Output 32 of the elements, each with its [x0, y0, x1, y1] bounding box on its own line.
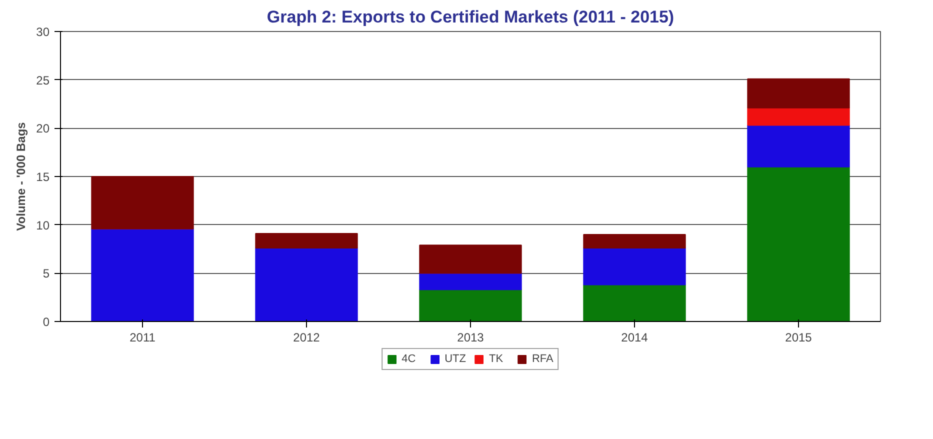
- legend-label: 4C: [402, 353, 417, 365]
- y-tick-label: 10: [36, 218, 50, 232]
- bar: [419, 272, 522, 290]
- bar: [747, 107, 850, 126]
- y-tick-label: 30: [36, 25, 50, 39]
- x-tick-label: 2015: [785, 330, 812, 344]
- bar: [747, 78, 850, 108]
- y-tick-label: 0: [42, 315, 50, 329]
- y-tick-label: 20: [36, 122, 50, 136]
- bar: [255, 233, 358, 249]
- legend-label: UTZ: [444, 353, 466, 365]
- bar: [583, 234, 686, 249]
- bar: [583, 248, 686, 286]
- bar: [419, 244, 522, 274]
- bar: [747, 124, 850, 168]
- y-axis-title: Volume - '000 Bags: [14, 122, 28, 231]
- legend-label: TK: [488, 353, 504, 365]
- bar: [419, 289, 522, 322]
- y-tick-label: 15: [36, 170, 50, 184]
- legend-label: RFA: [532, 353, 554, 365]
- bar: [91, 228, 194, 322]
- x-tick-label: 2014: [621, 330, 648, 344]
- x-tick-label: 2012: [293, 330, 320, 344]
- chart-title: Graph 2: Exports to Certified Markets (2011 - 2015): [266, 8, 674, 26]
- bar: [583, 284, 686, 322]
- bar: [255, 248, 358, 322]
- x-tick-label: 2011: [130, 330, 156, 344]
- bar: [747, 166, 850, 322]
- x-tick-label: 2013: [457, 330, 484, 344]
- bar: [91, 176, 194, 230]
- y-tick-label: 5: [42, 266, 50, 281]
- y-tick-label: 25: [36, 73, 50, 88]
